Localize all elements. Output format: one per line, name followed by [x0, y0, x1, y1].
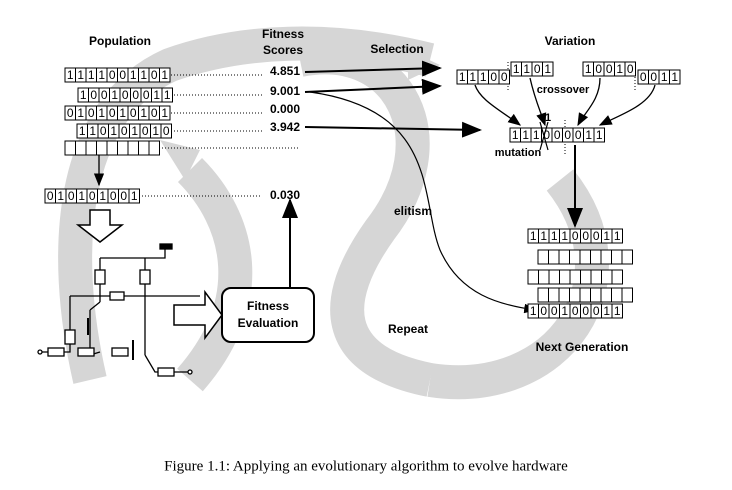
bit-string: 100100011 — [530, 304, 621, 318]
empty-bit-box — [611, 287, 623, 303]
empty-bit-box — [75, 140, 87, 156]
mutation-label: mutation — [495, 147, 542, 159]
empty-bit-box — [537, 249, 549, 265]
selection-label: Selection — [370, 42, 423, 56]
bit-box — [498, 69, 510, 85]
bit-box — [611, 228, 623, 244]
empty-bit-box — [611, 249, 623, 265]
bit-string: 110101010 — [79, 124, 170, 138]
bit-box — [542, 61, 554, 77]
empty-bit-box — [569, 287, 581, 303]
repeat-label: Repeat — [388, 322, 428, 336]
empty-bit-box — [527, 269, 539, 285]
hollow-arrow — [173, 289, 223, 341]
empty-bit-box — [579, 287, 591, 303]
evaluation-label: Fitness — [247, 299, 289, 313]
fitness-score: 0.030 — [270, 188, 300, 202]
empty-bit-box — [600, 249, 612, 265]
elitism-label: elitism — [394, 204, 432, 218]
bit-string: 11100 — [459, 70, 508, 84]
empty-bit-box — [538, 269, 550, 285]
fitness-title: Fitness — [262, 27, 304, 41]
empty-bit-box — [601, 269, 613, 285]
empty-bit-box — [85, 140, 97, 156]
fitness-title: Scores — [263, 43, 303, 57]
empty-bit-box — [580, 269, 592, 285]
bit-string: 010101001 — [47, 189, 138, 203]
arrows — [93, 60, 656, 314]
variation-title: Variation — [545, 34, 596, 48]
empty-bit-box — [558, 249, 570, 265]
evaluation-label: Evaluation — [238, 316, 299, 330]
bit-box — [159, 67, 171, 83]
next-generation-title: Next Generation — [536, 340, 629, 354]
population-title: Population — [89, 34, 151, 48]
empty-bit-box — [590, 287, 602, 303]
empty-bit-box — [64, 140, 76, 156]
bit-box — [161, 87, 173, 103]
fitness-score: 0.000 — [270, 102, 300, 116]
crossover-label: crossover — [537, 84, 590, 96]
empty-bit-box — [548, 269, 560, 285]
empty-bit-box — [611, 269, 623, 285]
empty-bit-box — [117, 140, 129, 156]
empty-bit-box — [559, 269, 571, 285]
mutation-bit: 1 — [545, 112, 551, 124]
bit-string: 111100011 — [530, 229, 621, 243]
mutation-mark — [539, 121, 549, 151]
fitness-score: 9.001 — [270, 84, 300, 98]
fitness-score: 3.942 — [270, 120, 300, 134]
bit-string: 100100011 — [80, 88, 171, 102]
bit-box — [611, 303, 623, 319]
empty-bit-box — [569, 249, 581, 265]
empty-bit-box — [600, 287, 612, 303]
empty-bit-box — [548, 287, 560, 303]
empty-bit-box — [138, 140, 150, 156]
empty-bit-box — [548, 249, 560, 265]
empty-bit-box — [537, 287, 549, 303]
bit-string: 10010 — [585, 62, 634, 76]
bit-string: 111000011 — [512, 128, 603, 142]
loop-arrowhead — [160, 140, 200, 180]
fitness-score: 4.851 — [270, 64, 300, 78]
hollow-arrow — [75, 209, 125, 243]
empty-bit-box — [96, 140, 108, 156]
empty-bit-box — [621, 287, 633, 303]
empty-bit-box — [621, 249, 633, 265]
caption: Figure 1.1: Applying an evolutionary alg… — [164, 458, 568, 474]
empty-bit-box — [127, 140, 139, 156]
empty-bit-box — [148, 140, 160, 156]
empty-bit-box — [590, 269, 602, 285]
bit-box — [669, 69, 681, 85]
bit-box — [159, 105, 171, 121]
bit-box — [624, 61, 636, 77]
bit-box — [160, 123, 172, 139]
bit-box — [593, 127, 605, 143]
empty-bit-box — [106, 140, 118, 156]
circuit — [37, 243, 200, 377]
evaluation-box — [221, 287, 315, 343]
empty-bit-box — [569, 269, 581, 285]
empty-bit-box — [590, 249, 602, 265]
empty-bit-box — [579, 249, 591, 265]
bit-box — [128, 188, 140, 204]
empty-bit-box — [558, 287, 570, 303]
